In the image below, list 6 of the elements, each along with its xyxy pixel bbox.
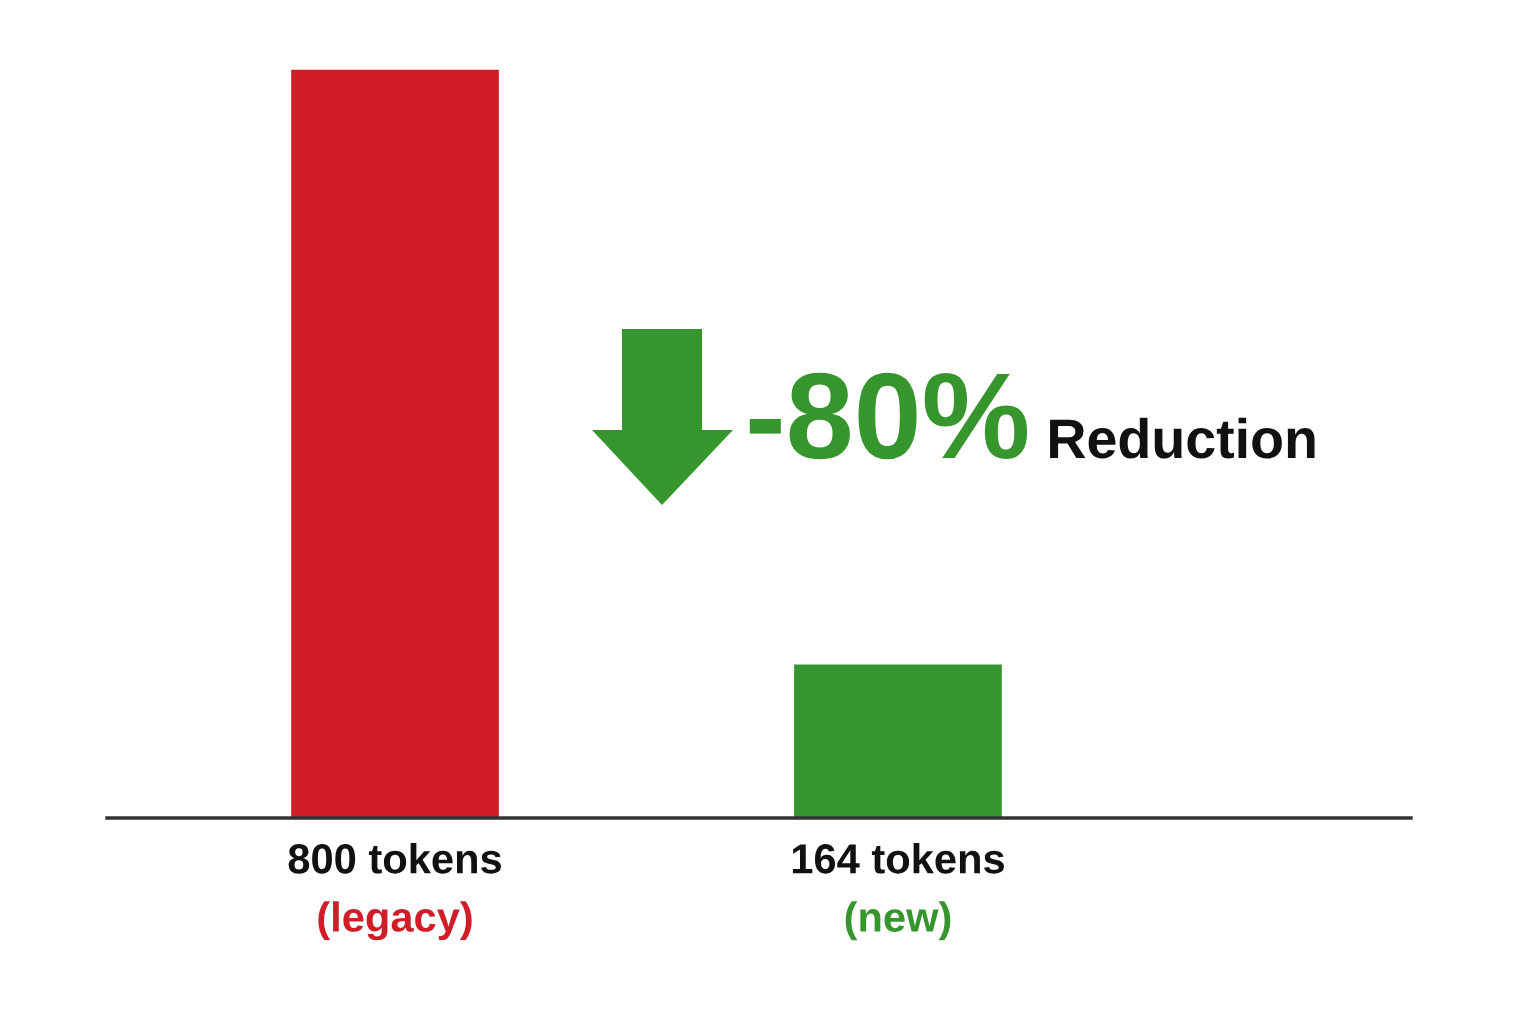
data-label: 164 tokens — [792, 843, 1004, 874]
annotation: Reduction — [1050, 417, 1315, 459]
x-tick-label: (new) — [845, 901, 951, 941]
x-tick-label: (legacy) — [318, 901, 472, 941]
annotation: -80% — [749, 372, 1028, 460]
data-label: 800 tokens — [288, 843, 501, 874]
